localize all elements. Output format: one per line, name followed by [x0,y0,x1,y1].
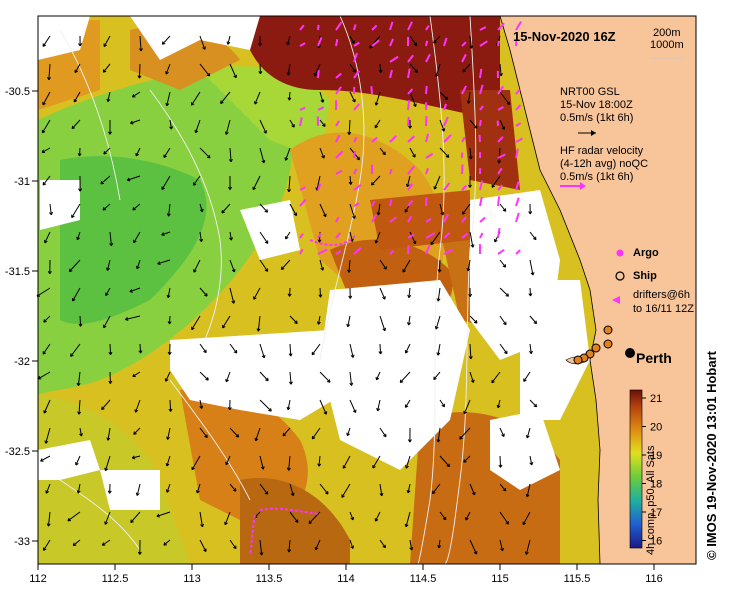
depth-1000m: 1000m [650,39,684,51]
model-time: 15-Nov 18:00Z [560,99,633,111]
radar-line2: (4-12h avg) noQC [560,158,649,170]
y-tick-label: -33 [14,536,30,548]
model-velocity-arrows [36,35,538,556]
y-tick-label: -31 [14,176,30,188]
colorbar-tick-label: 16 [650,536,662,548]
credit-text: © IMOS 19-Nov-2020 13:01 Hobart [704,351,719,560]
perth-marker [625,348,635,358]
x-tick-label: 112.5 [102,573,129,585]
argo-symbol [616,249,624,257]
y-axis: -30.5 -31 -31.5 -32 -32.5 -33 [5,86,38,548]
land [499,16,696,564]
radar-line1: HF radar velocity [560,145,644,157]
depth-legend: 200m 1000m [650,27,684,51]
x-tick-label: 114.5 [410,573,437,585]
colorbar-ticks: 21 20 19 18 17 16 [642,393,662,548]
depth-200m: 200m [653,27,681,39]
colorbar-tick-label: 20 [650,422,662,434]
model-scale: 0.5m/s (1kt 6h) [560,112,634,124]
x-tick-label: 114 [337,573,355,585]
radar-scale: 0.5m/s (1kt 6h) [560,171,634,183]
ship-label: Ship [633,270,657,282]
x-tick-label: 115.5 [564,573,591,585]
ship-symbol [615,271,625,281]
colorbar [629,389,643,549]
x-tick-label: 116 [645,573,663,585]
x-axis: 112 112.5 113 113.5 114 114.5 115 115.5 116 [29,564,663,585]
colorbar-tick-label: 18 [650,479,662,491]
drifters-label-2: to 16/11 12Z [633,303,694,315]
drifters-label-1: drifters@6h [633,289,691,301]
colorbar-tick-label: 17 [650,507,662,519]
y-tick-label: -32 [14,356,30,368]
colorbar-tick-label: 19 [650,450,662,462]
x-tick-label: 112 [29,573,47,585]
x-tick-label: 113.5 [256,573,283,585]
y-tick-label: -32.5 [5,446,30,458]
colorbar-tick-label: 21 [650,393,662,405]
radar-legend: HF radar velocity (4-12h avg) noQC 0.5m/… [560,145,648,184]
model-name: NRT00 GSL [560,86,620,98]
y-tick-label: -30.5 [5,86,30,98]
colorbar-label: 4h comp, p50, All Sats [645,445,657,555]
cloud-mask [38,16,590,510]
sst-field [38,16,696,564]
place-label-perth: Perth [636,350,672,366]
x-tick-label: 115 [491,573,509,585]
argo-label: Argo [633,247,659,259]
model-legend: NRT00 GSL 15-Nov 18:00Z 0.5m/s (1kt 6h) [560,86,633,125]
drifter-tracks [249,235,356,556]
x-tick-label: 113 [183,573,201,585]
legend-symbols [560,57,684,304]
ship-track [573,325,613,365]
y-tick-label: -31.5 [5,266,30,278]
map-title: 15-Nov-2020 16Z [513,29,616,44]
hf-radar-arrows [299,21,523,255]
